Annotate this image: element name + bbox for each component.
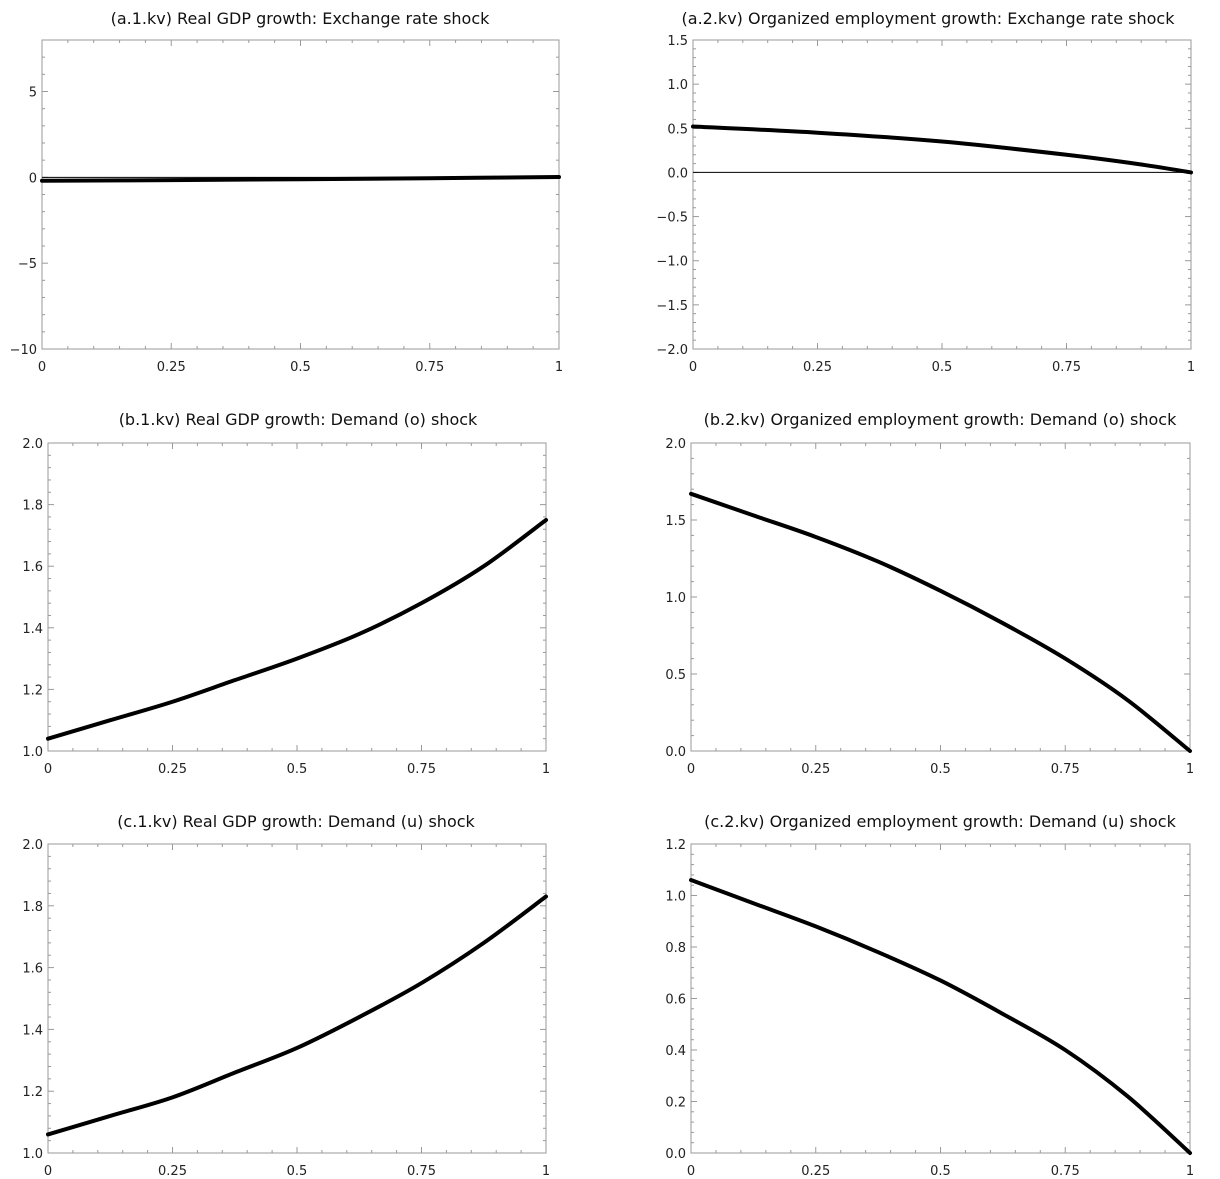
- y-tick-label: 2.0: [665, 437, 686, 452]
- plot-frame: [47, 843, 547, 1154]
- x-tick-label: 0.5: [930, 1164, 951, 1179]
- y-tick-label: 1.2: [22, 683, 43, 698]
- y-tick-label: 1.2: [665, 838, 686, 853]
- chart-panel-3: (b.1.kv) Real GDP growth: Demand (o) sho…: [22, 410, 550, 777]
- x-tick-label: 0: [44, 762, 52, 777]
- y-tick-label: 1.0: [665, 890, 686, 905]
- y-tick-label: −5: [18, 257, 37, 272]
- series-line-1: [46, 518, 548, 741]
- chart-panel-6: (c.2.kv) Organized employment growth: De…: [665, 812, 1194, 1179]
- series-line-1: [691, 124, 1193, 175]
- y-tick-label: −1.0: [656, 255, 688, 270]
- series-line-1: [40, 174, 561, 183]
- y-tick-label: 0.0: [665, 745, 686, 760]
- plot-frame: [690, 442, 1191, 752]
- x-tick-label: 0.75: [407, 1164, 436, 1179]
- x-tick-label: 1: [1186, 762, 1194, 777]
- x-tick-label: 0.5: [932, 360, 953, 375]
- chart-title: (b.2.kv) Organized employment growth: De…: [704, 410, 1177, 429]
- x-tick-label: 0.75: [415, 360, 444, 375]
- y-tick-label: 0.6: [665, 993, 686, 1008]
- y-tick-label: −10: [10, 343, 37, 358]
- y-tick-label: 1.5: [665, 514, 686, 529]
- x-tick-label: 0: [44, 1164, 52, 1179]
- y-tick-label: 1.0: [22, 745, 43, 760]
- y-tick-label: 1.8: [22, 900, 43, 915]
- x-tick-label: 0.5: [287, 762, 308, 777]
- chart-title: (a.1.kv) Real GDP growth: Exchange rate …: [111, 9, 491, 28]
- y-tick-label: 1.4: [22, 1023, 43, 1038]
- y-tick-label: 0.2: [665, 1096, 686, 1111]
- x-tick-label: 0.25: [157, 360, 186, 375]
- y-tick-label: 0.0: [665, 1147, 686, 1162]
- y-tick-label: −1.5: [656, 299, 688, 314]
- x-tick-label: 1: [1186, 1164, 1194, 1179]
- y-tick-label: 0.8: [665, 941, 686, 956]
- series-line-1: [689, 491, 1192, 753]
- y-tick-label: 1.6: [22, 560, 43, 575]
- x-tick-label: 0.5: [287, 1164, 308, 1179]
- x-tick-label: 0.75: [1051, 1164, 1080, 1179]
- y-tick-label: 2.0: [22, 838, 43, 853]
- y-tick-label: 0.4: [665, 1044, 686, 1059]
- x-tick-label: 1: [555, 360, 563, 375]
- x-tick-label: 0.5: [290, 360, 311, 375]
- y-tick-label: 1.6: [22, 962, 43, 977]
- x-tick-label: 0: [689, 360, 697, 375]
- series-line-1: [689, 878, 1192, 1155]
- x-tick-label: 0.75: [1051, 762, 1080, 777]
- chart-title: (c.2.kv) Organized employment growth: De…: [704, 812, 1176, 831]
- y-tick-label: 5: [29, 86, 37, 101]
- x-tick-label: 0.75: [1052, 360, 1081, 375]
- x-tick-label: 0.5: [930, 762, 951, 777]
- y-tick-label: 1.4: [22, 622, 43, 637]
- y-tick-label: −0.5: [656, 211, 688, 226]
- y-tick-label: 1.0: [667, 78, 688, 93]
- x-tick-label: 0.25: [801, 762, 830, 777]
- x-tick-label: 0.25: [803, 360, 832, 375]
- y-tick-label: 0.5: [667, 122, 688, 137]
- y-tick-label: 1.2: [22, 1085, 43, 1100]
- y-tick-label: 1.0: [22, 1147, 43, 1162]
- y-tick-label: 1.8: [22, 499, 43, 514]
- chart-title: (a.2.kv) Organized employment growth: Ex…: [682, 9, 1176, 28]
- series-line-1: [46, 894, 548, 1137]
- chart-title: (c.1.kv) Real GDP growth: Demand (u) sho…: [117, 812, 475, 831]
- plot-frame: [690, 843, 1191, 1154]
- plot-frame: [692, 39, 1192, 350]
- y-tick-label: 1.0: [665, 591, 686, 606]
- y-tick-label: 1.5: [667, 34, 688, 49]
- x-tick-label: 0: [687, 1164, 695, 1179]
- x-tick-label: 1: [542, 1164, 550, 1179]
- y-tick-label: 0.5: [665, 668, 686, 683]
- x-tick-label: 0.25: [158, 1164, 187, 1179]
- plot-frame: [47, 442, 547, 752]
- chart-panel-2: (a.2.kv) Organized employment growth: Ex…: [656, 9, 1195, 375]
- x-tick-label: 1: [1187, 360, 1195, 375]
- y-tick-label: 2.0: [22, 437, 43, 452]
- x-tick-label: 0.25: [158, 762, 187, 777]
- x-tick-label: 1: [542, 762, 550, 777]
- chart-panel-5: (c.1.kv) Real GDP growth: Demand (u) sho…: [22, 812, 550, 1179]
- chart-panel-1: (a.1.kv) Real GDP growth: Exchange rate …: [10, 9, 564, 375]
- chart-panel-4: (b.2.kv) Organized employment growth: De…: [665, 410, 1194, 777]
- y-tick-label: −2.0: [656, 343, 688, 358]
- chart-title: (b.1.kv) Real GDP growth: Demand (o) sho…: [119, 410, 478, 429]
- y-tick-label: 0: [29, 171, 37, 186]
- x-tick-label: 0.25: [801, 1164, 830, 1179]
- x-tick-label: 0: [38, 360, 46, 375]
- plot-frame: [41, 39, 560, 350]
- x-tick-label: 0.75: [407, 762, 436, 777]
- x-tick-label: 0: [687, 762, 695, 777]
- y-tick-label: 0.0: [667, 166, 688, 181]
